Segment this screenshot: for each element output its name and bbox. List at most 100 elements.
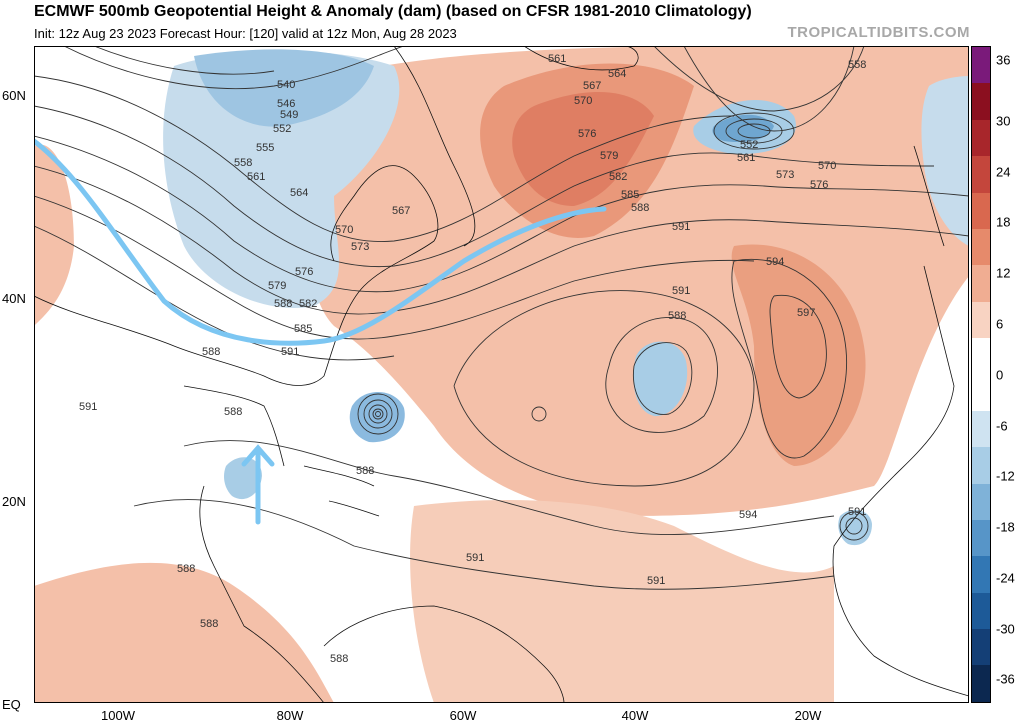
- contour-label: 591: [79, 401, 98, 413]
- contour-label: 585: [621, 189, 640, 201]
- contour-label: 588: [177, 563, 196, 575]
- colorbar-swatch: [972, 447, 990, 484]
- positive-anomaly-tropics: [410, 500, 834, 703]
- positive-anomaly-core-2: [512, 92, 654, 206]
- colorbar-swatch: [972, 47, 990, 84]
- colorbar-swatch: [972, 665, 990, 702]
- contour-label: 588: [224, 406, 243, 418]
- contour-label: 573: [351, 241, 370, 253]
- colorbar-label: 0: [996, 367, 1004, 383]
- contour-label: 564: [608, 68, 627, 80]
- contour-label: 588: [274, 298, 293, 310]
- contour-label: 576: [295, 266, 314, 278]
- contour-label: 588: [356, 465, 375, 477]
- colorbar-swatch: [972, 629, 990, 666]
- colorbar: [971, 46, 991, 703]
- lat-label: EQ: [2, 697, 21, 712]
- trough-annotation-curve: [34, 137, 607, 346]
- contour-label: 582: [299, 298, 318, 310]
- contour-label: 591: [672, 285, 691, 297]
- colorbar-label: 30: [996, 113, 1011, 129]
- contour-label: 588: [668, 310, 687, 322]
- contour-label: 576: [810, 179, 829, 191]
- colorbar-swatch: [972, 338, 990, 375]
- colorbar-swatch: [972, 83, 990, 120]
- colorbar-label: -12: [996, 468, 1015, 484]
- colorbar-swatch: [972, 556, 990, 593]
- lat-label: 20N: [2, 494, 26, 509]
- contour-label: 579: [268, 280, 287, 292]
- colorbar-label: -6: [996, 418, 1008, 434]
- colorbar-label: 6: [996, 316, 1004, 332]
- negative-anomaly-canada-core: [194, 49, 374, 127]
- contour-label: 561: [247, 171, 266, 183]
- colorbar-label: -36: [996, 671, 1015, 687]
- colorbar-swatch: [972, 156, 990, 193]
- contour-label: 576: [578, 128, 597, 140]
- lon-label: 60W: [449, 708, 477, 723]
- contour-label: 546: [277, 98, 296, 110]
- colorbar-swatch: [972, 228, 990, 266]
- contour-label: 588: [330, 653, 349, 665]
- chart-title: ECMWF 500mb Geopotential Height & Anomal…: [34, 3, 752, 20]
- contour-label: 579: [600, 150, 619, 162]
- contour-label: 558: [848, 59, 867, 71]
- contour-label: 591: [848, 506, 867, 518]
- lat-label: 60N: [2, 88, 26, 103]
- brand-watermark: TROPICALTIDBITS.COM: [787, 24, 970, 41]
- contour-label: 561: [548, 53, 567, 65]
- map-area: 561 564 567 570 576 579 582 585 588 591 …: [34, 46, 969, 703]
- contour-label: 567: [392, 205, 411, 217]
- coastlines: [34, 46, 969, 703]
- contour-label: 540: [277, 79, 296, 91]
- colorbar-label: 12: [996, 265, 1011, 281]
- lat-label: 40N: [2, 291, 26, 306]
- positive-anomaly-east: [731, 244, 866, 466]
- positive-anomaly-south: [34, 562, 334, 703]
- colorbar-swatch: [972, 592, 990, 629]
- negative-anomaly-europe: [921, 76, 969, 246]
- lon-label: 40W: [621, 708, 649, 723]
- negative-anomaly-canada-trough: [163, 51, 400, 308]
- colorbar-swatch: [972, 483, 990, 520]
- storm-motion-arrow: [241, 444, 275, 525]
- contour-label: 552: [740, 139, 759, 151]
- contour-label: 549: [280, 109, 299, 121]
- contour-label: 573: [776, 169, 795, 181]
- contour-label: 591: [672, 221, 691, 233]
- contour-label: 570: [574, 95, 593, 107]
- colorbar-label: 18: [996, 214, 1011, 230]
- contour-label: 567: [583, 80, 602, 92]
- contour-label: 588: [200, 618, 219, 630]
- colorbar-swatch: [972, 301, 990, 338]
- contour-label: 552: [273, 123, 292, 135]
- contour-label: 591: [466, 552, 485, 564]
- colorbar-swatch: [972, 374, 990, 411]
- contour-label: 585: [294, 323, 313, 335]
- contour-label: 588: [631, 202, 650, 214]
- colorbar-swatch: [972, 192, 990, 229]
- lon-label: 100W: [101, 708, 135, 723]
- colorbar-swatch: [972, 410, 990, 448]
- colorbar-label: -24: [996, 570, 1015, 586]
- colorbar-swatch: [972, 265, 990, 302]
- contour-label: 564: [290, 187, 309, 199]
- contour-label: 594: [766, 256, 785, 268]
- colorbar-label: 24: [996, 164, 1011, 180]
- contour-label: 582: [609, 171, 628, 183]
- lon-label: 20W: [794, 708, 822, 723]
- contour-label: 570: [818, 160, 837, 172]
- contour-label: 594: [739, 509, 758, 521]
- contour-label: 558: [234, 157, 253, 169]
- negative-anomaly-gulf: [224, 457, 262, 500]
- contour-label: 561: [737, 152, 756, 164]
- contour-label: 597: [797, 307, 816, 319]
- colorbar-swatch: [972, 119, 990, 157]
- map-svg: [34, 46, 969, 703]
- contour-label: 555: [256, 142, 275, 154]
- colorbar-swatch: [972, 519, 990, 557]
- colorbar-label: -30: [996, 621, 1015, 637]
- contour-label: 588: [202, 346, 221, 358]
- contour-label: 591: [647, 575, 666, 587]
- chart-subtitle: Init: 12z Aug 23 2023 Forecast Hour: [12…: [34, 26, 457, 41]
